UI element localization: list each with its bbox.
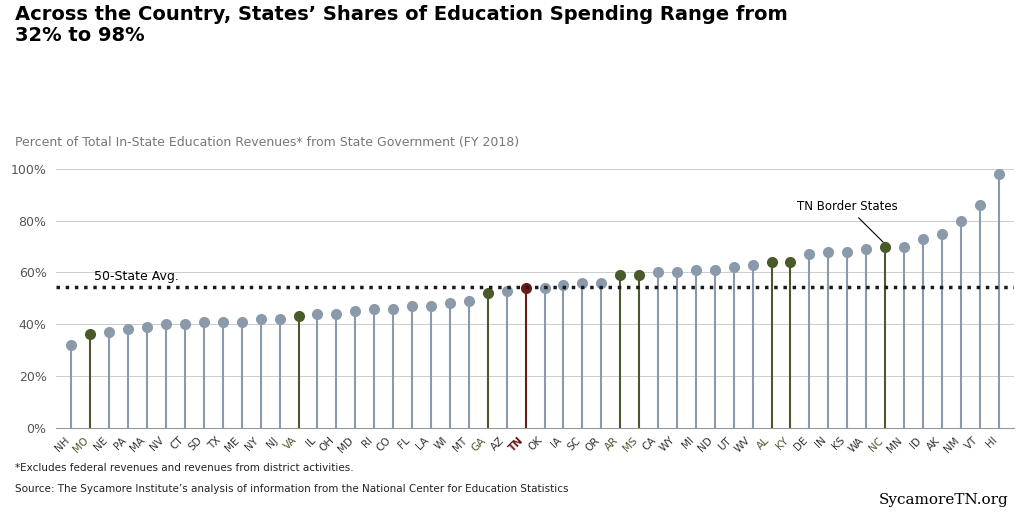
- Text: Across the Country, States’ Shares of Education Spending Range from
32% to 98%: Across the Country, States’ Shares of Ed…: [15, 5, 788, 46]
- Text: TN Border States: TN Border States: [797, 200, 898, 242]
- Text: Percent of Total In-State Education Revenues* from State Government (FY 2018): Percent of Total In-State Education Reve…: [15, 136, 519, 148]
- Text: 50-State Avg.: 50-State Avg.: [94, 270, 179, 283]
- Text: SycamoreTN.org: SycamoreTN.org: [879, 493, 1009, 507]
- Text: Source: The Sycamore Institute’s analysis of information from the National Cente: Source: The Sycamore Institute’s analysi…: [15, 484, 569, 494]
- Text: *Excludes federal revenues and revenues from district activities.: *Excludes federal revenues and revenues …: [15, 463, 354, 474]
